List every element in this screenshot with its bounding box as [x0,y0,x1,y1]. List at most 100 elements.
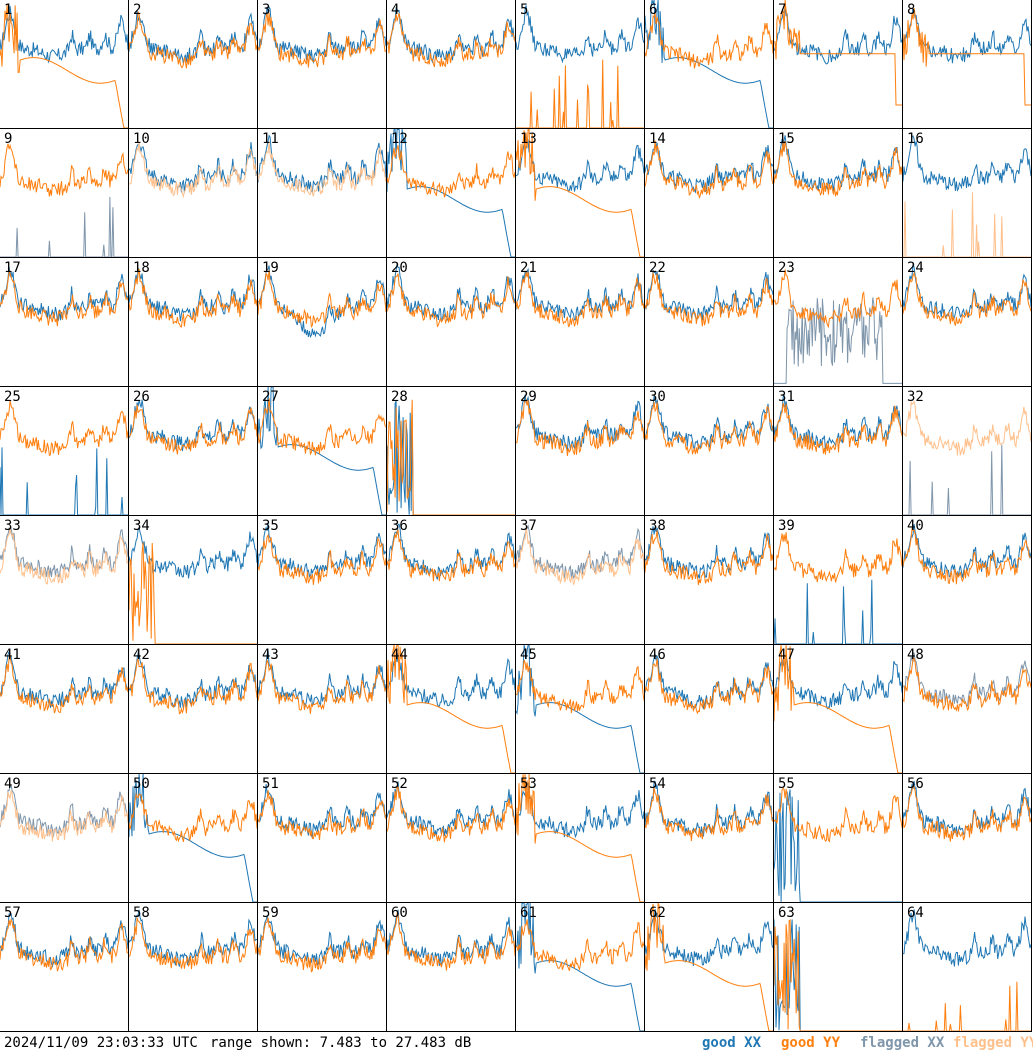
trace-yy-12 [387,144,515,198]
trace-yy-10 [129,141,257,199]
antenna-panel-24: 24 [903,258,1032,387]
trace-xx-62 [645,908,773,967]
antenna-panel-5: 5 [516,0,645,129]
trace-xx-4 [387,6,515,64]
panel-number-19: 19 [262,260,279,276]
panel-number-12: 12 [391,131,408,147]
antenna-panel-28: 28 [387,387,516,516]
panel-number-31: 31 [778,389,795,405]
antenna-panel-2: 2 [129,0,258,129]
antenna-panel-13: 13 [516,129,645,258]
trace-yy-39 [774,532,902,583]
panel-plot-23 [774,269,902,384]
panel-plot-62 [645,903,773,1031]
panel-number-13: 13 [520,131,537,147]
trace-yy-28 [387,399,515,515]
panel-plot-15 [774,135,902,197]
antenna-panel-21: 21 [516,258,645,387]
antenna-panel-14: 14 [645,129,774,258]
panel-number-41: 41 [4,647,21,663]
panel-plot-30 [645,395,773,455]
antenna-panel-17: 17 [0,258,129,387]
panel-number-20: 20 [391,260,408,276]
panel-number-35: 35 [262,518,279,534]
antenna-panel-33: 33 [0,516,129,645]
antenna-panel-52: 52 [387,774,516,903]
trace-xx-58 [129,909,257,967]
trace-yy-40 [903,527,1031,585]
trace-xx-28 [387,400,515,515]
trace-xx-14 [645,142,773,194]
trace-xx-33 [0,526,128,578]
trace-yy-3 [258,12,386,68]
panel-number-30: 30 [649,389,666,405]
trace-yy-5 [516,59,644,128]
panel-plot-56 [903,780,1031,842]
legend-good-yy: good YY [781,1035,841,1051]
trace-yy-29 [516,398,644,456]
antenna-panel-58: 58 [129,903,258,1032]
antenna-panel-41: 41 [0,645,129,774]
trace-yy-51 [258,790,386,841]
panel-number-58: 58 [133,905,150,921]
trace-xx-38 [645,526,773,579]
legend-flagged-xx: flagged XX [860,1035,945,1051]
panel-plot-52 [387,781,515,843]
antenna-panel-38: 38 [645,516,774,645]
trace-yy-42 [129,657,257,715]
trace-xx-11 [258,134,386,194]
trace-xx-54 [645,780,773,838]
panel-number-62: 62 [649,905,666,921]
trace-yy-1 [0,4,128,128]
antenna-panel-42: 42 [129,645,258,774]
panel-plot-59 [258,916,386,973]
trace-yy-57 [0,917,128,972]
panel-plot-64 [903,909,1031,1031]
panel-number-47: 47 [778,647,795,663]
panel-number-15: 15 [778,131,795,147]
panel-number-51: 51 [262,776,279,792]
trace-yy-33 [0,527,128,585]
footer: 2024/11/09 23:03:33 UTC range shown: 7.4… [0,1033,1033,1053]
panel-plot-32 [903,400,1031,515]
panel-plot-13 [516,129,644,257]
panel-plot-41 [0,649,128,714]
trace-xx-34 [129,525,257,579]
trace-xx-20 [387,264,515,322]
antenna-panel-11: 11 [258,129,387,258]
trace-xx-55 [774,789,902,902]
panel-plot-10 [129,141,257,199]
antenna-panel-7: 7 [774,0,903,129]
panel-number-34: 34 [133,518,150,534]
panel-number-33: 33 [4,518,21,534]
trace-yy-26 [129,404,257,455]
panel-plot-49 [0,784,128,842]
trace-xx-56 [903,780,1031,836]
trace-yy-46 [645,658,773,715]
antenna-panel-29: 29 [516,387,645,516]
panel-number-60: 60 [391,905,408,921]
panel-number-14: 14 [649,131,666,147]
panel-plot-50 [129,774,257,902]
panel-number-52: 52 [391,776,408,792]
legend-good-xx: good XX [702,1035,762,1051]
panel-plot-20 [387,264,515,328]
trace-xx-64 [903,909,1031,967]
timestamp: 2024/11/09 23:03:33 UTC [4,1035,198,1051]
panel-plot-3 [258,5,386,68]
panel-number-42: 42 [133,647,150,663]
trace-yy-13 [516,129,644,257]
trace-yy-27 [258,398,386,456]
panel-plot-7 [774,0,902,106]
trace-yy-36 [387,529,515,582]
trace-xx-46 [645,653,773,711]
trace-xx-27 [258,387,386,515]
panel-plot-12 [387,129,515,257]
antenna-panel-30: 30 [645,387,774,516]
trace-xx-59 [258,916,386,967]
panel-number-46: 46 [649,647,666,663]
trace-xx-60 [387,909,515,967]
antenna-panel-34: 34 [129,516,258,645]
trace-xx-57 [0,913,128,969]
trace-yy-55 [774,787,902,843]
